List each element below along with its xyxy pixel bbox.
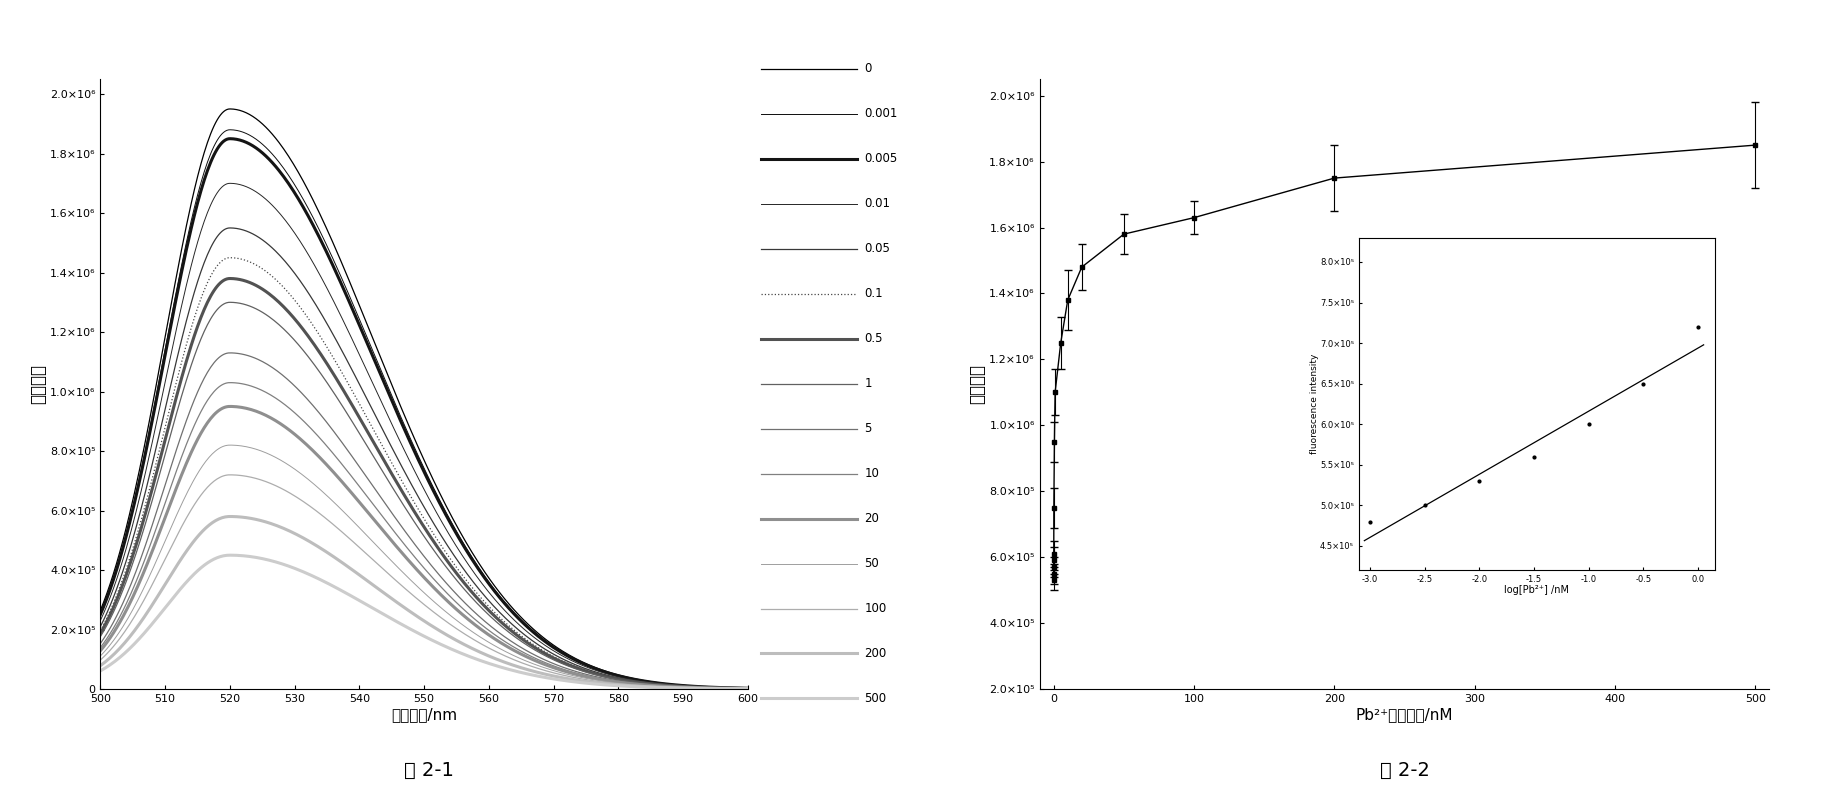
Text: 0.001: 0.001 bbox=[864, 108, 897, 120]
Text: 500: 500 bbox=[864, 692, 886, 705]
Y-axis label: 荧光强度: 荧光强度 bbox=[968, 364, 986, 404]
Text: 20: 20 bbox=[864, 512, 879, 525]
Text: 50: 50 bbox=[864, 557, 879, 570]
Text: 5: 5 bbox=[864, 422, 871, 435]
Text: 1: 1 bbox=[864, 377, 871, 390]
Text: 0.1: 0.1 bbox=[864, 287, 882, 300]
Text: 图 2-2: 图 2-2 bbox=[1378, 761, 1429, 780]
Text: 0.01: 0.01 bbox=[864, 197, 890, 211]
Text: 100: 100 bbox=[864, 602, 886, 615]
X-axis label: log[Pb²⁺] /nM: log[Pb²⁺] /nM bbox=[1504, 585, 1568, 596]
Text: 0.5: 0.5 bbox=[864, 332, 882, 345]
Y-axis label: fluorescence intensity: fluorescence intensity bbox=[1309, 354, 1318, 454]
X-axis label: 荧光波长/nm: 荧光波长/nm bbox=[390, 706, 458, 722]
Text: 10: 10 bbox=[864, 467, 879, 480]
X-axis label: Pb²⁺离子浓度/nM: Pb²⁺离子浓度/nM bbox=[1354, 706, 1453, 722]
Text: 0.005: 0.005 bbox=[864, 152, 897, 166]
Y-axis label: 荧光强度: 荧光强度 bbox=[29, 364, 47, 404]
Text: 200: 200 bbox=[864, 647, 886, 660]
Text: 图 2-1: 图 2-1 bbox=[403, 761, 454, 780]
Text: 0.05: 0.05 bbox=[864, 242, 890, 255]
Text: 0: 0 bbox=[864, 63, 871, 75]
